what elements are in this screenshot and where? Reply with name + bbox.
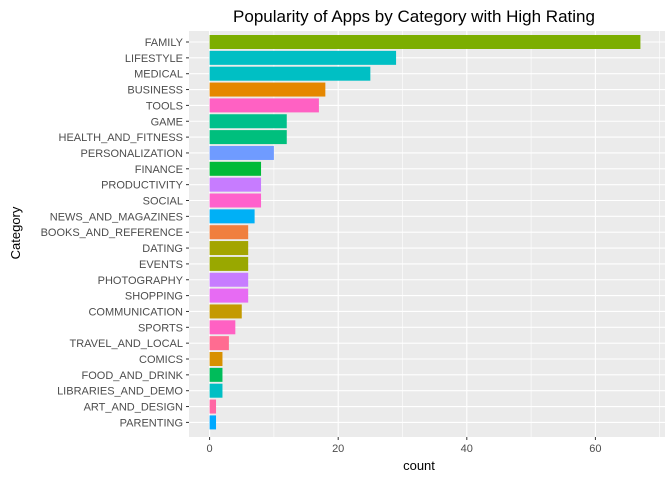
bar bbox=[209, 367, 223, 382]
bar bbox=[209, 383, 223, 398]
bar bbox=[209, 82, 326, 97]
bar bbox=[209, 288, 249, 303]
bar bbox=[209, 177, 262, 192]
y-tick-label: GAME bbox=[151, 116, 183, 128]
y-tick-label: NEWS_AND_MAGAZINES bbox=[50, 211, 183, 223]
y-tick-label: PARENTING bbox=[120, 417, 183, 429]
bar bbox=[209, 336, 229, 351]
bar bbox=[209, 35, 641, 49]
bars bbox=[209, 35, 641, 430]
chart-title: Popularity of Apps by Category with High… bbox=[233, 7, 595, 26]
bar bbox=[209, 209, 255, 224]
y-tick-label: MEDICAL bbox=[134, 69, 183, 81]
y-tick-label: FINANCE bbox=[135, 164, 183, 176]
y-tick-label: TOOLS bbox=[146, 100, 183, 112]
y-tick-label: EVENTS bbox=[139, 259, 183, 271]
bar bbox=[209, 415, 217, 430]
bar bbox=[209, 161, 262, 176]
y-tick-label: COMMUNICATION bbox=[88, 306, 183, 318]
bar bbox=[209, 320, 236, 335]
x-tick-label: 0 bbox=[207, 443, 213, 455]
bar bbox=[209, 399, 217, 414]
bar bbox=[209, 352, 223, 366]
y-tick-label: LIBRARIES_AND_DEMO bbox=[57, 386, 183, 398]
y-tick-label: COMICS bbox=[139, 354, 183, 366]
bar bbox=[209, 272, 249, 287]
x-tick-label: 40 bbox=[461, 443, 473, 455]
y-tick-label: SOCIAL bbox=[143, 196, 183, 208]
bar bbox=[209, 241, 249, 256]
x-tick-label: 60 bbox=[589, 443, 601, 455]
y-tick-label: TRAVEL_AND_LOCAL bbox=[69, 338, 183, 350]
bar bbox=[209, 130, 287, 145]
bar bbox=[209, 66, 371, 81]
bar bbox=[209, 256, 249, 271]
y-tick-label: HEALTH_AND_FITNESS bbox=[59, 132, 184, 144]
bar bbox=[209, 225, 249, 240]
bar bbox=[209, 50, 397, 65]
y-axis-ticks: FAMILY LIFESTYLE MEDICAL BUSINESS TOOLS GAME H… bbox=[41, 37, 189, 429]
y-tick-label: SHOPPING bbox=[125, 291, 183, 303]
y-tick-label: SPORTS bbox=[138, 322, 183, 334]
bar bbox=[209, 114, 287, 129]
y-tick-label: BOOKS_AND_REFERENCE bbox=[41, 227, 183, 239]
y-axis-title: Category bbox=[8, 206, 23, 259]
bar bbox=[209, 145, 274, 160]
bar bbox=[209, 304, 242, 319]
y-tick-label: PHOTOGRAPHY bbox=[98, 275, 184, 287]
y-tick-label: BUSINESS bbox=[127, 85, 183, 97]
y-tick-label: FOOD_AND_DRINK bbox=[82, 370, 184, 382]
y-tick-label: DATING bbox=[142, 243, 183, 255]
x-axis-title: count bbox=[403, 458, 435, 473]
x-axis-ticks: 0 20 40 60 bbox=[207, 437, 602, 455]
y-tick-label: PERSONALIZATION bbox=[81, 148, 184, 160]
y-tick-label: LIFESTYLE bbox=[125, 53, 183, 65]
bar bbox=[209, 193, 262, 208]
y-tick-label: ART_AND_DESIGN bbox=[84, 402, 183, 414]
y-tick-label: PRODUCTIVITY bbox=[101, 180, 184, 192]
grid-lines bbox=[189, 31, 665, 437]
x-tick-label: 20 bbox=[332, 443, 344, 455]
bar bbox=[209, 98, 319, 113]
y-tick-label: FAMILY bbox=[145, 37, 184, 49]
